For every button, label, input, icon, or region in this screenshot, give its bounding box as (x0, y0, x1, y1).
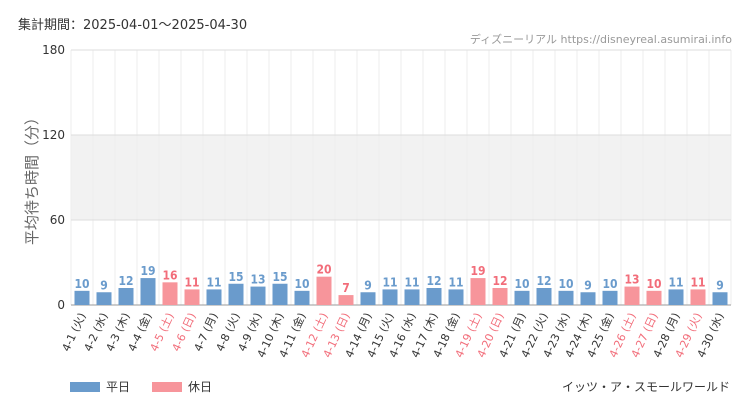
legend-item-holiday: 休日 (152, 378, 212, 395)
period-label: 集計期間：2025-04-01〜2025-04-30 (18, 18, 248, 33)
bar-value-label: 9 (584, 278, 592, 292)
bar-value-label: 9 (716, 278, 724, 292)
bar (646, 290, 662, 305)
bar-value-label: 10 (74, 277, 89, 291)
bar (404, 289, 420, 305)
bar (514, 290, 530, 305)
bar-value-label: 10 (602, 277, 617, 291)
bar (294, 290, 310, 305)
bar (580, 292, 596, 305)
legend-item-weekday: 平日 (70, 378, 130, 395)
bar (272, 283, 288, 305)
bar (228, 283, 244, 305)
y-tick-label: 0 (57, 298, 65, 312)
bar-value-label: 9 (100, 278, 108, 292)
bar (690, 289, 706, 305)
bar-value-label: 11 (690, 275, 705, 289)
bar-value-label: 11 (184, 275, 199, 289)
bar (602, 290, 618, 305)
legend: 平日 休日 (70, 378, 212, 395)
bar-value-label: 15 (228, 270, 243, 284)
bar (184, 289, 200, 305)
bar-value-label: 11 (404, 275, 419, 289)
bar (162, 282, 178, 305)
legend-label-holiday: 休日 (188, 380, 213, 394)
bar (426, 288, 442, 305)
bar (448, 289, 464, 305)
bar (338, 295, 354, 305)
bar (316, 276, 332, 305)
attraction-name: イッツ・ア・スモールワールド (561, 380, 730, 394)
bar (558, 290, 574, 305)
bar (140, 278, 156, 305)
y-axis-title: 平均待ち時間（分） (23, 110, 41, 245)
bar-value-label: 12 (492, 274, 507, 288)
bar-value-label: 9 (364, 278, 372, 292)
y-tick-label: 180 (42, 43, 65, 57)
bar-value-label: 10 (294, 277, 309, 291)
bar-value-label: 13 (624, 273, 639, 287)
bar-value-label: 10 (646, 277, 661, 291)
bar-value-label: 7 (342, 281, 350, 295)
bar-value-label: 11 (382, 275, 397, 289)
bar (492, 288, 508, 305)
bar (96, 292, 112, 305)
bar-value-label: 11 (668, 275, 683, 289)
bar-value-label: 12 (536, 274, 551, 288)
bar-value-label: 12 (118, 274, 133, 288)
bar-value-label: 11 (448, 275, 463, 289)
bar (536, 288, 552, 305)
bar (206, 289, 222, 305)
bar-value-label: 15 (272, 270, 287, 284)
holiday-swatch (152, 381, 183, 392)
bar (624, 286, 640, 305)
bar-value-label: 20 (316, 263, 331, 277)
bar (118, 288, 134, 305)
y-tick-label: 60 (50, 213, 65, 227)
bar-value-label: 12 (426, 274, 441, 288)
bar (668, 289, 684, 305)
bar-value-label: 11 (206, 275, 221, 289)
bar (74, 290, 90, 305)
bar (712, 292, 728, 305)
weekday-swatch (70, 381, 100, 392)
bar (360, 292, 376, 305)
bar (470, 278, 486, 305)
bar (250, 286, 266, 305)
y-tick-label: 120 (42, 128, 65, 142)
bar (382, 289, 398, 305)
bar-value-label: 13 (250, 273, 265, 287)
bar-value-label: 10 (558, 277, 573, 291)
legend-label-weekday: 平日 (106, 380, 131, 394)
source-attribution: ディズニーリアル https://disneyreal.asumirai.inf… (469, 33, 732, 46)
bar-value-label: 10 (514, 277, 529, 291)
bar-value-label: 19 (140, 264, 155, 278)
bar-value-label: 16 (162, 268, 177, 282)
bar-value-label: 19 (470, 264, 485, 278)
